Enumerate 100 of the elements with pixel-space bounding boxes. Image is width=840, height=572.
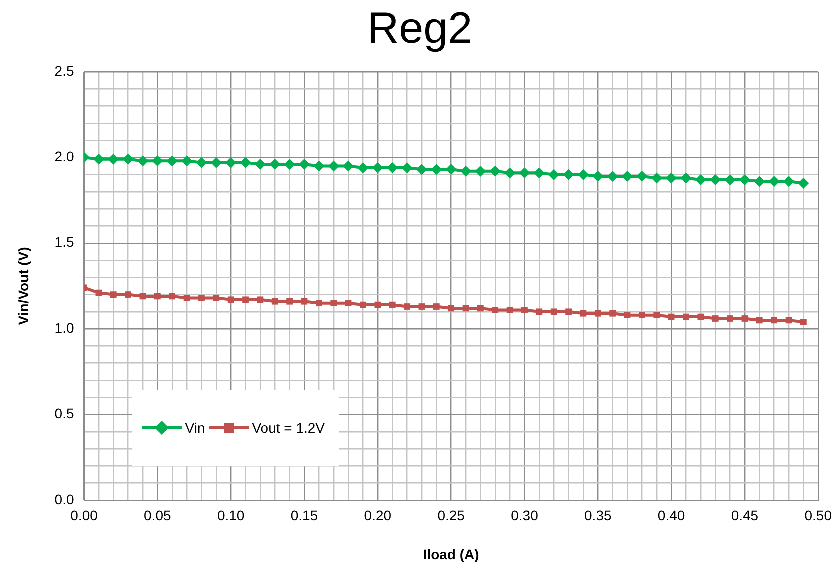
point bbox=[754, 176, 766, 188]
point bbox=[742, 316, 748, 322]
point bbox=[578, 169, 589, 180]
x-tick-label: 0.45 bbox=[731, 508, 759, 524]
x-tick-label: 0.10 bbox=[217, 508, 245, 524]
y-axis-title: Vin/Vout (V) bbox=[15, 247, 32, 326]
point bbox=[182, 156, 193, 167]
x-tick-label: 0.40 bbox=[658, 508, 686, 524]
point bbox=[286, 298, 293, 305]
point bbox=[213, 295, 220, 302]
point bbox=[519, 168, 530, 179]
point bbox=[594, 310, 602, 317]
point bbox=[254, 159, 266, 170]
point bbox=[639, 312, 646, 319]
point bbox=[624, 312, 631, 319]
x-tick-label: 0.25 bbox=[438, 508, 466, 524]
point bbox=[330, 300, 338, 307]
point bbox=[122, 154, 134, 165]
point bbox=[301, 298, 308, 305]
point bbox=[548, 169, 560, 180]
point bbox=[358, 162, 369, 174]
point bbox=[257, 296, 264, 304]
point bbox=[433, 304, 440, 310]
point bbox=[198, 295, 205, 302]
point bbox=[566, 308, 572, 316]
point bbox=[154, 293, 161, 300]
y-tick-label: 1.0 bbox=[54, 320, 74, 336]
point bbox=[108, 154, 120, 165]
y-tick-label: 0.5 bbox=[54, 406, 74, 422]
x-tick-label: 0.30 bbox=[511, 508, 539, 524]
point bbox=[800, 319, 807, 326]
point bbox=[636, 171, 648, 182]
point bbox=[345, 300, 352, 307]
x-tick-label: 0.15 bbox=[290, 508, 318, 524]
x-tick-label: 0.20 bbox=[364, 508, 392, 524]
point bbox=[610, 310, 616, 317]
point bbox=[784, 176, 795, 188]
point bbox=[756, 317, 763, 324]
point bbox=[343, 160, 354, 172]
point bbox=[504, 168, 516, 179]
point bbox=[446, 164, 457, 176]
y-tick-label: 2.0 bbox=[54, 148, 74, 165]
point bbox=[695, 174, 706, 186]
point bbox=[110, 292, 117, 298]
point bbox=[166, 156, 178, 167]
point bbox=[478, 305, 484, 312]
point bbox=[580, 310, 587, 317]
point bbox=[316, 300, 322, 307]
point bbox=[683, 314, 690, 320]
x-axis-title: Iload (A) bbox=[423, 546, 480, 562]
point bbox=[389, 302, 396, 308]
point bbox=[727, 316, 734, 322]
point bbox=[402, 162, 413, 174]
point bbox=[360, 302, 366, 308]
point bbox=[550, 308, 558, 316]
point bbox=[771, 317, 778, 324]
point bbox=[492, 307, 499, 314]
point bbox=[240, 157, 252, 168]
x-tick-label: 0.50 bbox=[804, 508, 832, 524]
point bbox=[712, 316, 719, 322]
point bbox=[210, 157, 222, 168]
chart-title: Reg2 bbox=[366, 3, 474, 55]
point bbox=[314, 160, 325, 172]
point bbox=[798, 178, 810, 189]
point bbox=[698, 314, 704, 320]
point bbox=[724, 174, 736, 186]
point bbox=[374, 302, 382, 308]
point bbox=[184, 295, 190, 302]
point bbox=[152, 156, 164, 167]
point bbox=[592, 171, 604, 182]
point bbox=[226, 157, 237, 168]
legend-label: Vout = 1.2V bbox=[252, 420, 326, 436]
point bbox=[651, 172, 662, 184]
point bbox=[534, 168, 545, 179]
point bbox=[448, 305, 454, 312]
y-tick-label: 2.5 bbox=[54, 62, 74, 79]
point bbox=[242, 296, 249, 304]
point bbox=[490, 166, 501, 177]
point bbox=[563, 169, 574, 180]
point bbox=[228, 296, 234, 304]
point bbox=[768, 176, 780, 188]
legend-label: Vin bbox=[185, 420, 206, 436]
point bbox=[328, 160, 340, 172]
point bbox=[196, 157, 208, 168]
point bbox=[475, 166, 486, 177]
point bbox=[125, 292, 132, 298]
point bbox=[431, 164, 442, 176]
point bbox=[607, 171, 618, 182]
point bbox=[460, 166, 472, 177]
point bbox=[272, 298, 278, 305]
point bbox=[416, 164, 428, 176]
x-tick-label: 0.35 bbox=[584, 508, 612, 524]
point bbox=[137, 156, 148, 167]
x-tick-label: 0.05 bbox=[144, 508, 172, 524]
point bbox=[506, 307, 514, 314]
point bbox=[284, 159, 296, 170]
point bbox=[654, 312, 660, 319]
x-tick-label: 0.00 bbox=[70, 508, 98, 524]
point bbox=[93, 154, 104, 165]
y-tick-label: 0.0 bbox=[54, 491, 74, 508]
